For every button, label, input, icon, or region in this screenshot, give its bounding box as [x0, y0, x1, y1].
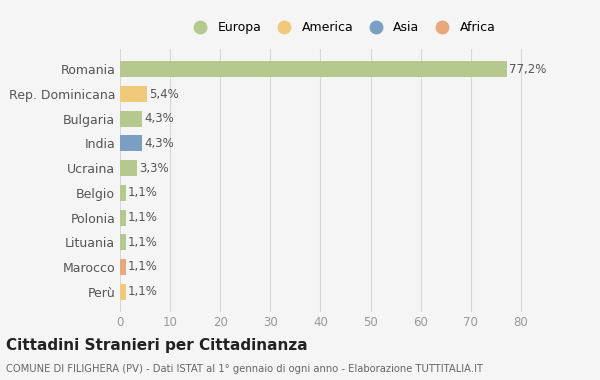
Bar: [120, 185, 125, 201]
Legend: Europa, America, Asia, Africa: Europa, America, Asia, Africa: [182, 16, 500, 39]
Text: 1,1%: 1,1%: [128, 285, 158, 298]
Bar: [120, 234, 125, 250]
Text: 3,3%: 3,3%: [139, 162, 169, 175]
Bar: [120, 61, 507, 78]
Bar: [120, 160, 137, 176]
Text: 5,4%: 5,4%: [149, 87, 179, 101]
Text: 77,2%: 77,2%: [509, 63, 547, 76]
Text: 1,1%: 1,1%: [128, 260, 158, 274]
Text: Cittadini Stranieri per Cittadinanza: Cittadini Stranieri per Cittadinanza: [6, 337, 308, 353]
Text: 4,3%: 4,3%: [144, 112, 174, 125]
Bar: [120, 209, 125, 226]
Text: 1,1%: 1,1%: [128, 186, 158, 200]
Bar: [120, 86, 147, 102]
Text: 1,1%: 1,1%: [128, 236, 158, 249]
Text: COMUNE DI FILIGHERA (PV) - Dati ISTAT al 1° gennaio di ogni anno - Elaborazione : COMUNE DI FILIGHERA (PV) - Dati ISTAT al…: [6, 364, 483, 374]
Bar: [120, 259, 125, 275]
Bar: [120, 283, 125, 300]
Bar: [120, 135, 142, 152]
Text: 4,3%: 4,3%: [144, 137, 174, 150]
Text: 1,1%: 1,1%: [128, 211, 158, 224]
Bar: [120, 111, 142, 127]
